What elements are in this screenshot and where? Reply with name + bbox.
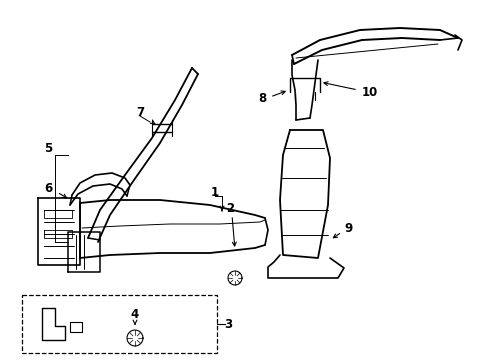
Bar	[22, 295, 217, 353]
Text: 8: 8	[258, 91, 266, 104]
Text: 2: 2	[226, 202, 234, 215]
Text: 5: 5	[44, 141, 52, 154]
Text: 1: 1	[211, 186, 219, 199]
Text: 10: 10	[362, 85, 378, 99]
Text: 7: 7	[136, 105, 144, 118]
Text: 3: 3	[224, 318, 232, 330]
Text: 4: 4	[131, 309, 139, 321]
Text: 9: 9	[344, 221, 352, 234]
Text: 6: 6	[44, 181, 52, 194]
